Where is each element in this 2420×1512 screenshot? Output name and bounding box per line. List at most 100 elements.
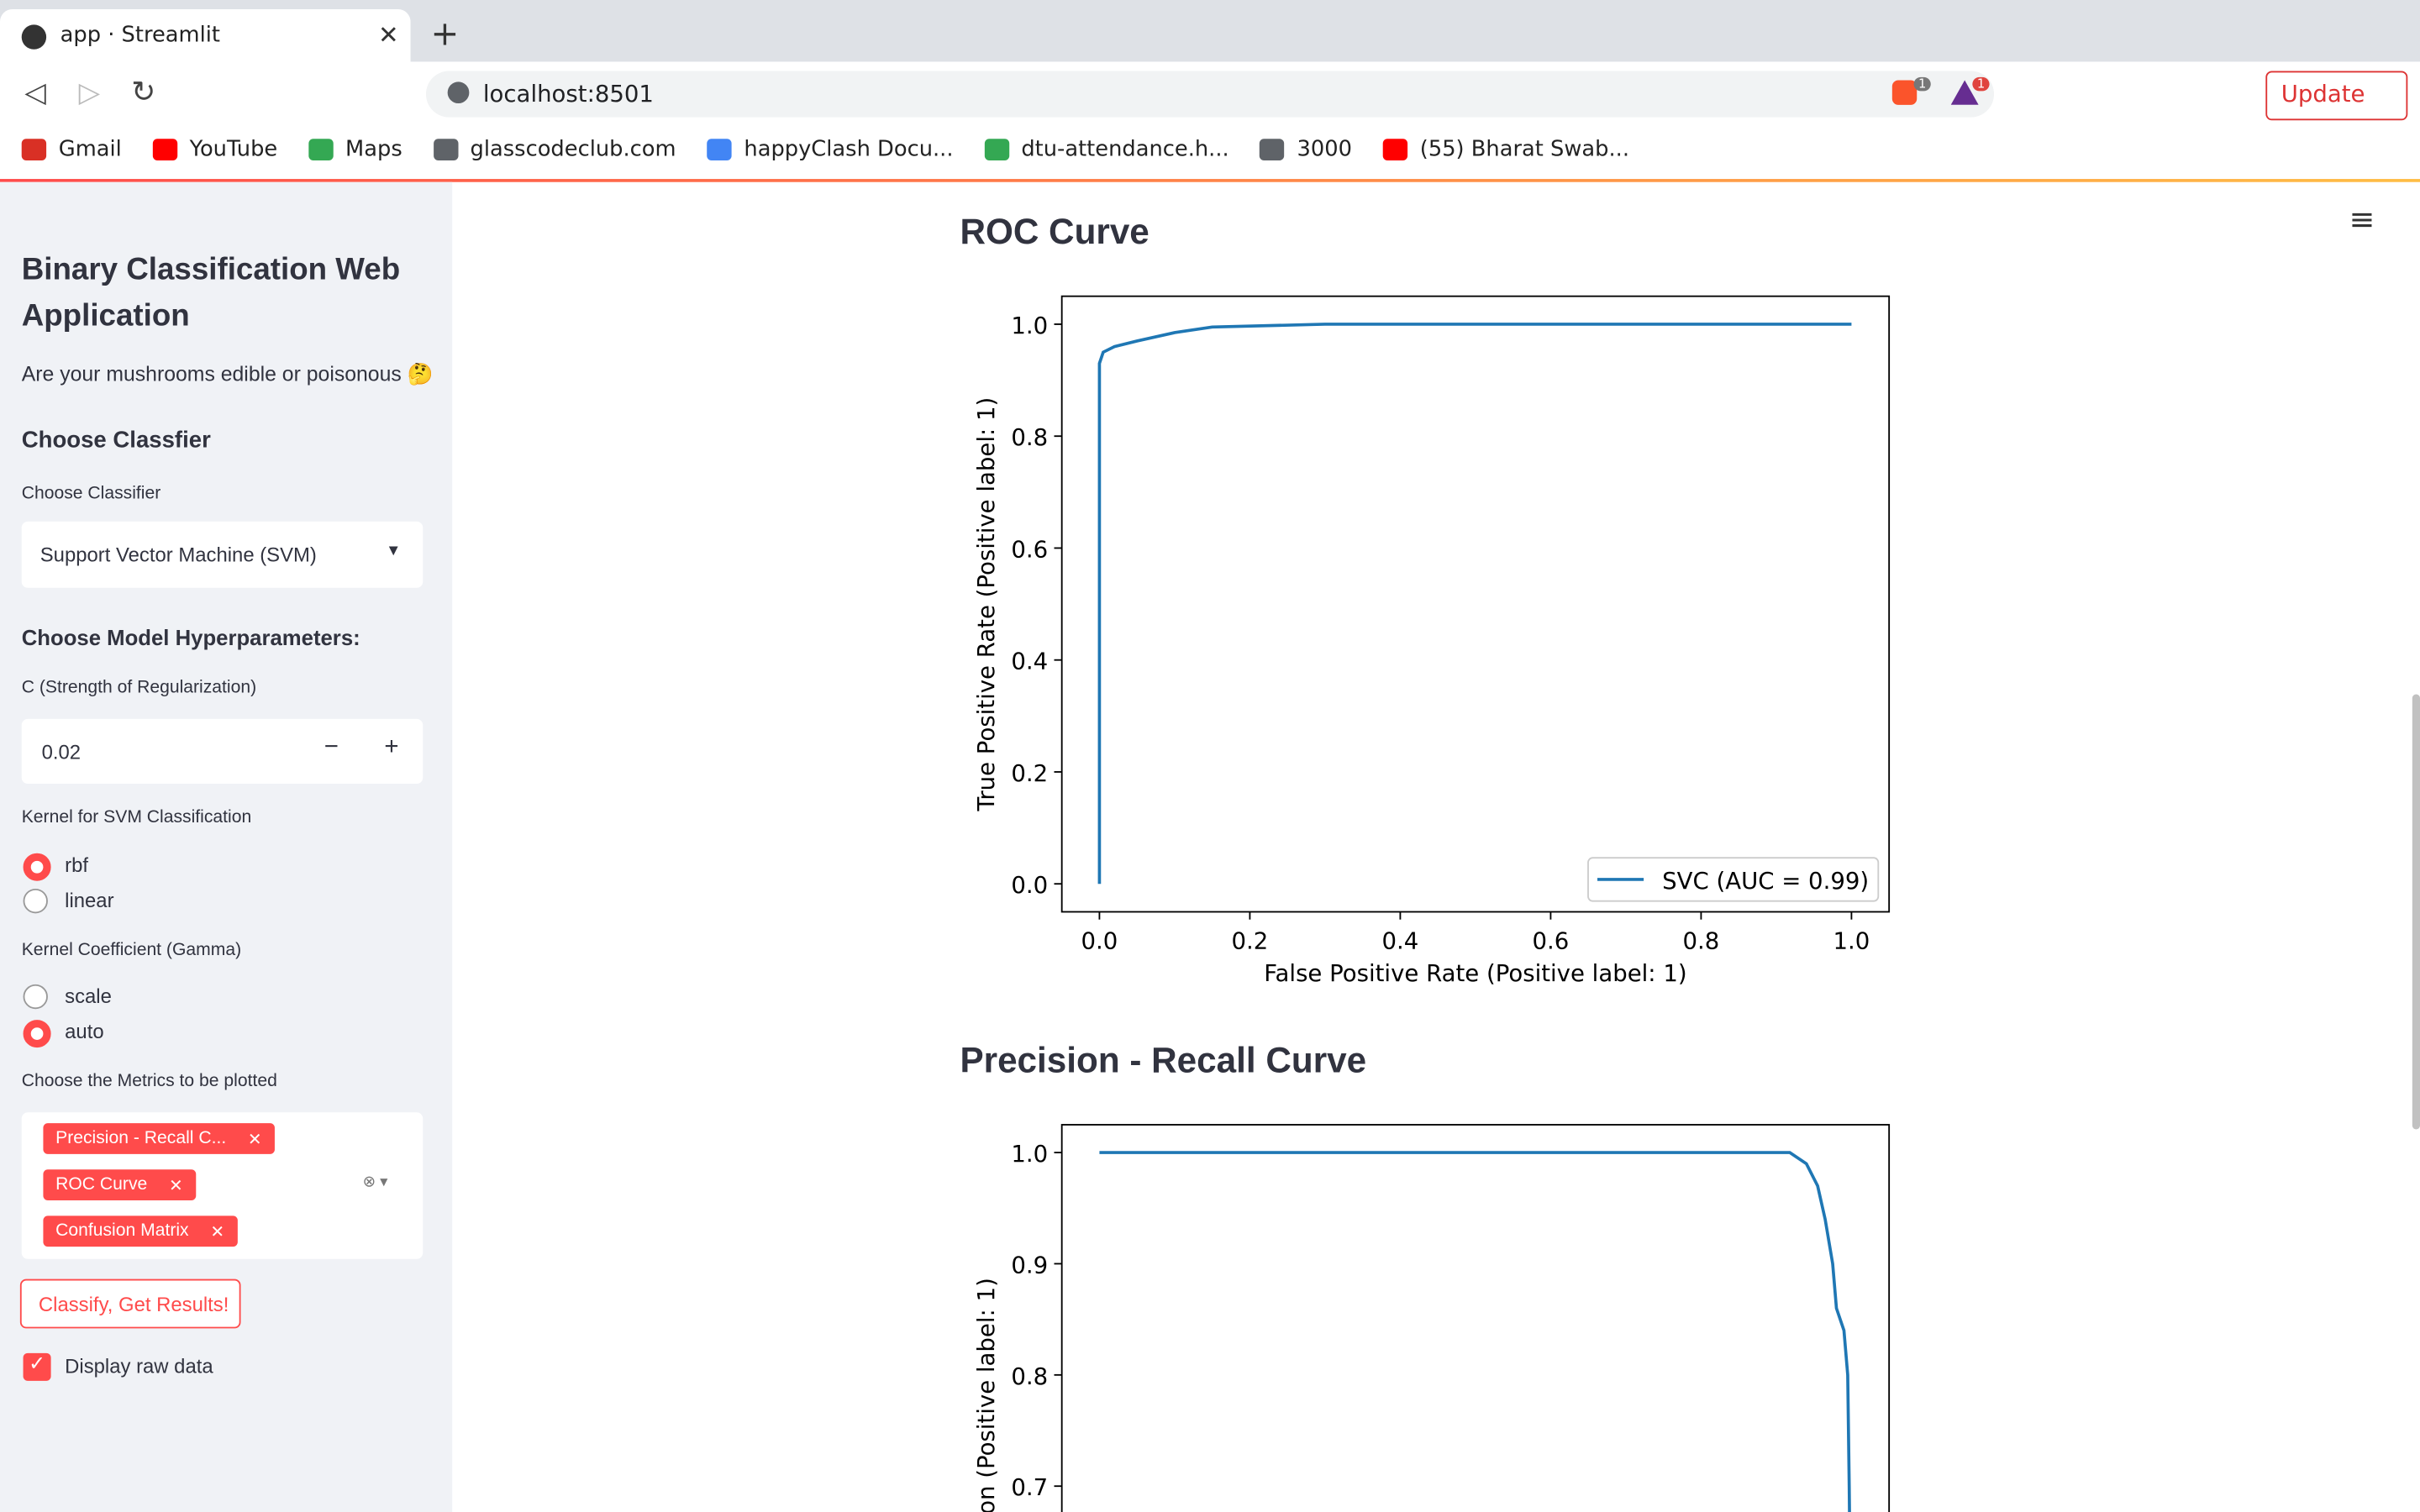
- x-axis-label: False Positive Rate (Positive label: 1): [1264, 960, 1686, 987]
- radio-label: scale: [65, 984, 112, 1008]
- radio[interactable]: [23, 984, 48, 1010]
- input-value: 0.02: [41, 740, 82, 764]
- tag-remove: ✕: [210, 1222, 225, 1242]
- menu[interactable]: ≡: [2349, 200, 2375, 238]
- address-bar[interactable]: [425, 71, 1995, 118]
- tag-remove: ✕: [169, 1176, 183, 1195]
- bookmark-icon: [707, 139, 732, 161]
- bookmark[interactable]: happyClash Docu...: [707, 137, 954, 162]
- bookmark-label: dtu-attendance.h...: [1021, 137, 1229, 162]
- y-tick-label: 0.0: [1011, 872, 1048, 899]
- legend-frame: [1587, 857, 1880, 902]
- plot-frame: [1060, 295, 1891, 913]
- tab[interactable]: [0, 9, 411, 62]
- select-value: Support Vector Machine (SVM): [39, 543, 317, 567]
- section-heading: ROC Curve: [960, 211, 1150, 252]
- tag[interactable]: Precision - Recall C... ✕: [43, 1123, 275, 1154]
- bookmark-icon: [1382, 139, 1408, 161]
- x-tick-label: 1.0: [1833, 928, 1870, 955]
- classify-button[interactable]: [19, 1278, 241, 1329]
- radio[interactable]: [23, 888, 48, 914]
- tag-label: ROC Curve: [55, 1175, 148, 1194]
- decrement[interactable]: −: [324, 734, 339, 761]
- badge: 1: [1913, 76, 1931, 92]
- curve: [1097, 323, 1852, 885]
- favicon: [21, 24, 47, 50]
- chart: 0.0 0.2 0.4 0.6 0.8 1.0 0.0 0.2 0.4 0.6 0.8 1.0 Fals…: [973, 295, 1891, 987]
- y-axis-label: True Positive Rate (Positive label: 1): [973, 397, 1000, 812]
- radio[interactable]: [23, 853, 51, 881]
- chart: 0.7 0.8 0.9 1.0 Precision (Positive label: 1…: [973, 1124, 1891, 1512]
- bookmark[interactable]: Gmail: [21, 137, 122, 162]
- radio-label: auto: [65, 1020, 104, 1043]
- info-icon: [447, 81, 470, 104]
- y-tick-label: 0.6: [1011, 536, 1048, 563]
- checkbox[interactable]: ✓: [23, 1352, 51, 1381]
- update-button[interactable]: [2265, 71, 2408, 121]
- radio[interactable]: [23, 1020, 51, 1048]
- x-tick-label: 0.8: [1683, 928, 1720, 955]
- tag[interactable]: ROC Curve ✕: [43, 1169, 196, 1200]
- bookmark[interactable]: Maps: [308, 137, 402, 162]
- update-label: Update: [2281, 80, 2365, 108]
- bookmark-icon: [152, 139, 177, 161]
- tag[interactable]: Confusion Matrix ✕: [43, 1215, 237, 1247]
- bookmark-icon: [1260, 139, 1285, 161]
- x-tick-label: 0.6: [1533, 928, 1570, 955]
- brave-shield[interactable]: [1891, 80, 1918, 105]
- section-heading: Precision - Recall Curve: [960, 1039, 1367, 1080]
- bookmark-label: glasscodeclub.com: [470, 137, 676, 162]
- subtitle: Are your mushrooms edible or poisonous 🤔: [21, 362, 434, 386]
- y-tick-label: 1.0: [1011, 312, 1048, 339]
- y-tick-label: 0.2: [1011, 760, 1048, 787]
- dropdown-arrow: ▼: [386, 543, 402, 560]
- radio-label: linear: [65, 888, 114, 912]
- x-tick-label: 0.2: [1232, 928, 1269, 955]
- bookmark-label: happyClash Docu...: [744, 137, 954, 162]
- legend-label: SVC (AUC = 0.99): [1662, 868, 1869, 895]
- radio-label: rbf: [65, 853, 89, 877]
- bookmark[interactable]: 3000: [1260, 137, 1352, 162]
- button-label: Classify, Get Results!: [38, 1293, 229, 1316]
- url: localhost:8501: [482, 80, 654, 108]
- back[interactable]: ◁: [24, 76, 46, 110]
- y-tick-label: 0.8: [1011, 1363, 1048, 1390]
- tag-remove: ✕: [247, 1130, 262, 1149]
- label: Kernel for SVM Classification: [21, 808, 252, 827]
- decoration: [0, 179, 2420, 182]
- bookmark[interactable]: (55) Bharat Swab...: [1382, 137, 1629, 162]
- header: Choose Model Hyperparameters:: [21, 624, 360, 650]
- bookmark[interactable]: YouTube: [152, 137, 278, 162]
- curve: [1099, 1151, 1851, 1512]
- tab-close[interactable]: ✕: [378, 19, 399, 50]
- reload[interactable]: ↻: [131, 76, 156, 110]
- sidebar-title: Binary Classification Web Application: [21, 253, 401, 333]
- select[interactable]: [21, 521, 424, 588]
- scrollbar: [2412, 694, 2420, 1130]
- bookmark[interactable]: glasscodeclub.com: [433, 137, 676, 162]
- number-input[interactable]: [21, 718, 424, 785]
- bookmark-icon: [308, 139, 334, 161]
- bookmarks-bar: Gmail YouTube Maps glasscodeclub.com happyCl…: [21, 137, 1629, 162]
- y-tick-label: 0.4: [1011, 648, 1048, 675]
- bookmark-icon: [21, 139, 47, 161]
- y-tick-label: 0.7: [1011, 1474, 1048, 1501]
- bookmark-label: YouTube: [189, 137, 278, 162]
- label: Kernel Coefficient (Gamma): [21, 941, 242, 960]
- y-tick-label: 0.9: [1011, 1252, 1048, 1278]
- bookmark-icon: [433, 139, 458, 161]
- y-tick-label: 0.8: [1011, 424, 1048, 451]
- badge: 1: [1972, 76, 1990, 92]
- tag-label: Confusion Matrix: [55, 1221, 189, 1241]
- forward[interactable]: ▷: [78, 76, 101, 110]
- label: Choose the Metrics to be plotted: [21, 1072, 277, 1091]
- clear-and-arrow[interactable]: ⊗ ▾: [362, 1173, 388, 1191]
- bookmark[interactable]: dtu-attendance.h...: [984, 137, 1229, 162]
- bookmark-icon: [984, 139, 1009, 161]
- increment[interactable]: +: [384, 734, 399, 761]
- checkbox-label: Display raw data: [65, 1354, 213, 1378]
- new-tab[interactable]: +: [430, 15, 460, 55]
- bookmark-label: 3000: [1297, 137, 1352, 162]
